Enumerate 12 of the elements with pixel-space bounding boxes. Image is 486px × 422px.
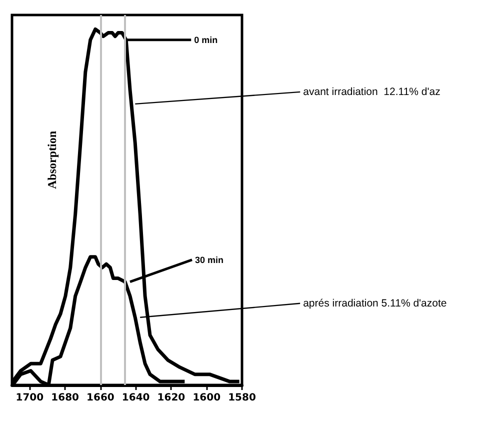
annotation: aprés irradiation 5.11% d'azote [303, 297, 447, 310]
annotation: 0 min [194, 34, 218, 45]
x-tick-label: 1620 [157, 392, 186, 404]
annotation: 30 min [195, 254, 224, 265]
annotation: avant irradiation 12.11% d'az [303, 86, 440, 98]
x-tick-label: 1700 [16, 392, 44, 404]
x-tick-label: 1580 [228, 392, 256, 404]
x-tick-label: 1600 [192, 392, 221, 404]
x-tick-label: 1640 [122, 392, 150, 404]
x-tick-label: 1680 [51, 392, 80, 404]
y-axis-title: Absorption [45, 130, 59, 190]
x-tick-label: 1660 [86, 392, 114, 404]
